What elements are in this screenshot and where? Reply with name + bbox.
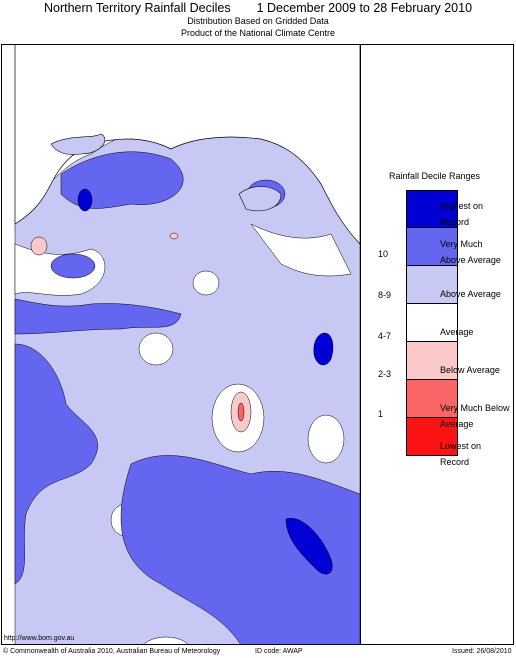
area-average-central bbox=[138, 332, 174, 366]
legend-swatch-very-much-above bbox=[406, 228, 458, 266]
legend-swatch-highest bbox=[406, 190, 458, 228]
footer-id-code: ID code: AWAP bbox=[255, 648, 303, 655]
legend-decile-4-7: 4-7 bbox=[378, 331, 392, 341]
area-average-s bbox=[143, 636, 189, 645]
legend-label-average: Average bbox=[440, 327, 474, 337]
area-very-much-above-west bbox=[14, 343, 98, 585]
area-very-much-below-central bbox=[237, 402, 245, 422]
title-period: 1 December 2009 to 28 February 2010 bbox=[256, 1, 473, 15]
area-below-average-n bbox=[169, 232, 179, 240]
area-average-north bbox=[250, 223, 352, 277]
area-average-nw-small bbox=[192, 270, 220, 296]
legend-decile-1: 1 bbox=[378, 409, 384, 419]
legend-swatch-above bbox=[406, 266, 458, 304]
map-frame bbox=[1, 44, 514, 645]
title-region: Northern Territory Rainfall Deciles bbox=[43, 1, 231, 15]
legend-label-very-much-below: Very Much Below Average bbox=[440, 403, 510, 429]
map-title: Northern Territory Rainfall Deciles 1 Dec… bbox=[0, 1, 516, 15]
tiwi-islands bbox=[50, 133, 106, 155]
legend-decile-8-9: 8-9 bbox=[378, 290, 392, 300]
legend-label-highest: Highest on Record bbox=[440, 201, 484, 227]
area-highest-east bbox=[313, 332, 334, 366]
sea-north bbox=[14, 44, 360, 245]
legend-label-lowest: Lowest on Record bbox=[440, 441, 482, 467]
legend-decile-10: 10 bbox=[378, 249, 389, 259]
legend-label-very-much-above: Very Much Above Average bbox=[440, 239, 501, 265]
area-below-average-nw bbox=[30, 236, 48, 256]
area-highest-north bbox=[77, 188, 93, 212]
area-very-much-above-north bbox=[60, 151, 184, 209]
footer-url: http://www.bom.gov.au bbox=[4, 635, 75, 642]
legend-label-below: Below Average bbox=[440, 365, 500, 375]
legend-label-above: Above Average bbox=[440, 289, 501, 299]
legend-swatch-lowest bbox=[406, 418, 458, 456]
legend-swatch-below bbox=[406, 342, 458, 380]
subtitle-product: Product of the National Climate Centre bbox=[180, 28, 336, 38]
area-very-much-above-south bbox=[120, 455, 360, 645]
area-highest-se bbox=[285, 517, 333, 575]
legend-decile-2-3: 2-3 bbox=[378, 369, 392, 379]
area-average-east bbox=[307, 414, 345, 464]
legend-title: Rainfall Decile Ranges bbox=[389, 171, 481, 181]
legend-divider bbox=[360, 44, 361, 645]
subtitle-distribution: Distribution Based on Gridded Data bbox=[187, 16, 329, 26]
footer-issued: Issued: 26/08/2010 bbox=[452, 648, 512, 655]
legend-swatch-average bbox=[406, 304, 458, 342]
rainfall-decile-map bbox=[1, 44, 360, 645]
footer-copyright: © Commonwealth of Australia 2010, Austra… bbox=[3, 648, 221, 655]
area-very-much-above-sw bbox=[50, 253, 96, 279]
area-very-much-above-w2 bbox=[14, 298, 182, 335]
groote-eylandt bbox=[238, 186, 282, 212]
legend-swatch-very-much-below bbox=[406, 380, 458, 418]
